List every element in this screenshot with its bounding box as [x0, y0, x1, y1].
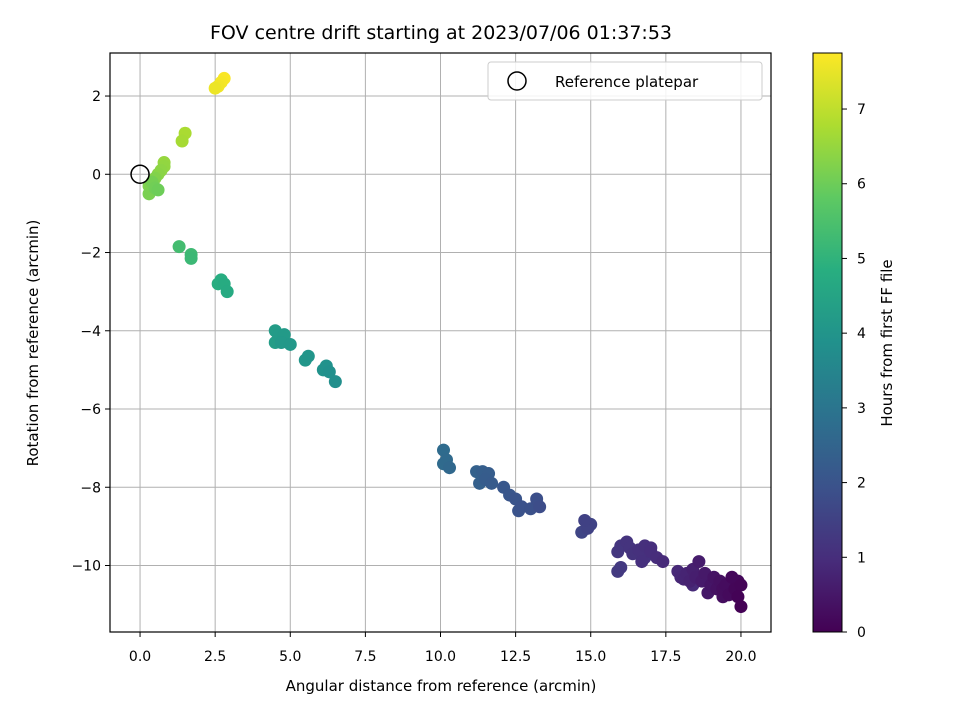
- scatter-point: [328, 375, 342, 389]
- scatter-point: [734, 600, 748, 614]
- colorbar: 0 1 2 3 4 5 6 7 Hours from first FF file: [812, 52, 896, 641]
- scatter-point: [656, 555, 670, 569]
- chart-title: FOV centre drift starting at 2023/07/06 …: [210, 22, 672, 44]
- y-tick-label: 0: [92, 167, 101, 183]
- y-tick-label: −4: [80, 324, 101, 340]
- y-tick-label: 2: [92, 89, 101, 105]
- scatter-point: [151, 183, 165, 197]
- colorbar-tick-label: 0: [857, 625, 866, 641]
- scatter-point: [220, 285, 234, 299]
- x-tick-label: 10.0: [425, 649, 456, 665]
- y-tick-label: −8: [80, 480, 101, 496]
- colorbar-ticks: 0 1 2 3 4 5 6 7: [842, 102, 866, 641]
- x-axis-label: Angular distance from reference (arcmin): [286, 677, 597, 695]
- legend-box: [487, 61, 763, 101]
- colorbar-tick-label: 6: [857, 177, 866, 193]
- data-points: [130, 71, 748, 614]
- scatter-point: [614, 560, 628, 574]
- scatter-point: [175, 134, 189, 148]
- colorbar-tick-label: 2: [857, 476, 866, 492]
- x-tick-label: 17.5: [650, 649, 681, 665]
- x-tick-label: 7.5: [354, 649, 376, 665]
- colorbar-tick-label: 5: [857, 251, 866, 267]
- reference-platepar-marker: [130, 164, 150, 185]
- scatter-point: [301, 349, 315, 363]
- scatter-point: [731, 590, 745, 604]
- scatter-point: [184, 251, 198, 265]
- y-axis-label: Rotation from reference (arcmin): [24, 220, 42, 467]
- scatter-point: [725, 570, 739, 584]
- x-tick-label: 12.5: [500, 649, 531, 665]
- colorbar-tick-label: 1: [857, 550, 866, 566]
- colorbar-tick-label: 3: [857, 401, 866, 417]
- x-axis-ticks: 0.0 2.5 5.0 7.5 10.0 12.5 15.0 17.5 20.0: [129, 632, 757, 665]
- scatter-point: [485, 476, 499, 490]
- x-tick-label: 20.0: [725, 649, 756, 665]
- y-tick-label: −10: [71, 558, 101, 574]
- scatter-point: [172, 240, 186, 254]
- scatter-point: [635, 555, 649, 569]
- legend-label-reference: Reference platepar: [555, 73, 699, 91]
- colorbar-gradient: [812, 52, 843, 633]
- scatter-point: [578, 514, 592, 528]
- legend-marker-reference: [507, 71, 527, 91]
- x-tick-label: 15.0: [575, 649, 606, 665]
- scatter-point: [208, 81, 222, 95]
- x-tick-label: 0.0: [129, 649, 151, 665]
- x-tick-label: 5.0: [279, 649, 301, 665]
- scatter-point: [437, 443, 451, 457]
- colorbar-tick-label: 4: [857, 326, 866, 342]
- grid: [110, 53, 771, 632]
- scatter-point: [322, 365, 336, 379]
- legend: Reference platepar: [487, 61, 763, 101]
- y-tick-label: −2: [80, 246, 101, 262]
- scatter-point: [443, 461, 457, 475]
- colorbar-tick-label: 7: [857, 102, 866, 118]
- y-tick-label: −6: [80, 402, 101, 418]
- scatter-point: [533, 500, 547, 514]
- scatter-point: [734, 578, 748, 592]
- scatter-point: [692, 555, 706, 569]
- scatter-point: [283, 337, 297, 351]
- x-tick-label: 2.5: [204, 649, 226, 665]
- y-axis-ticks: 2 0 −2 −4 −6 −8 −10: [71, 89, 110, 574]
- colorbar-label: Hours from first FF file: [878, 259, 896, 426]
